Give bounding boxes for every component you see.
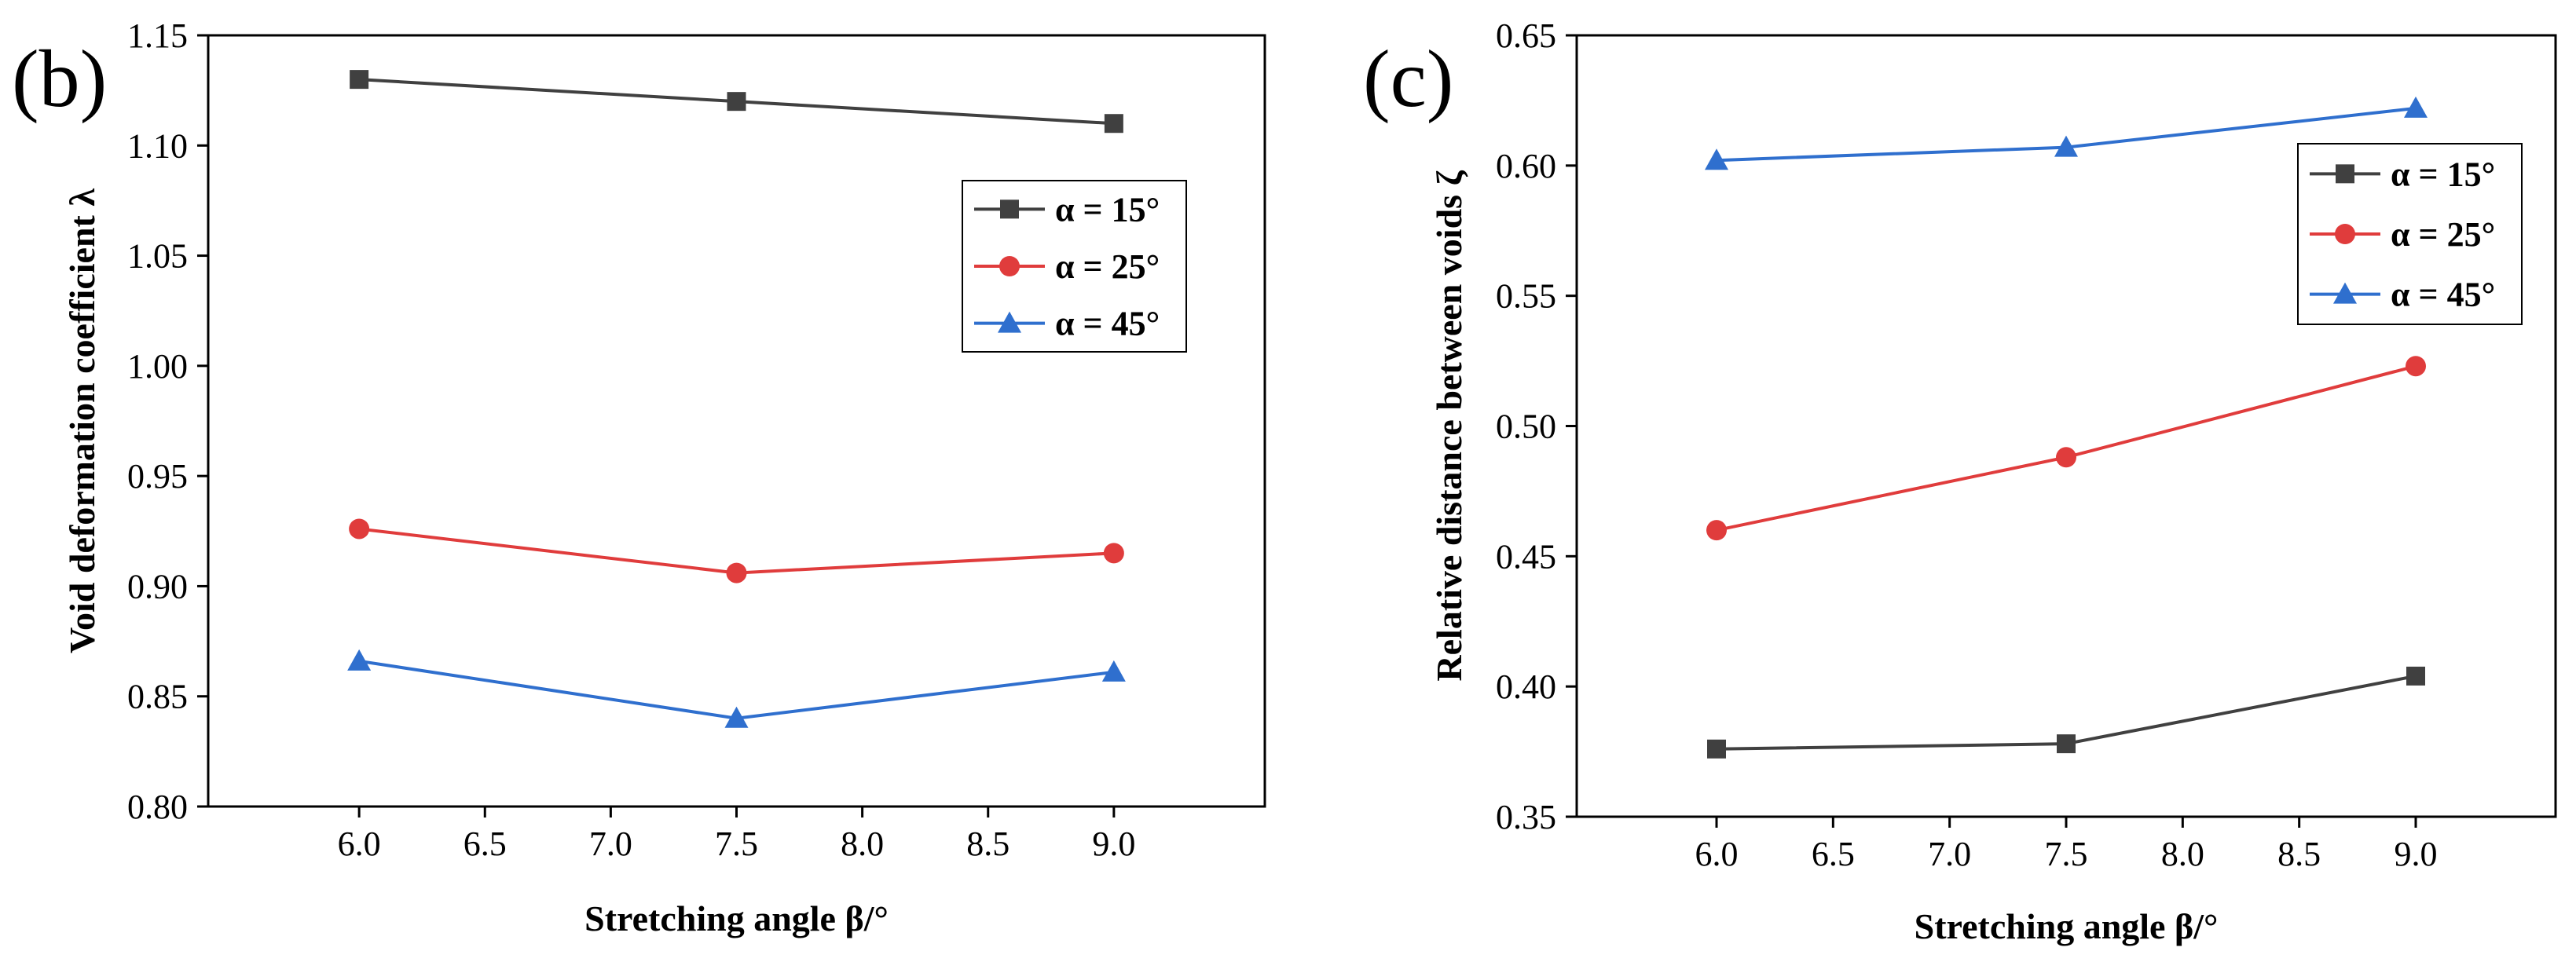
y-tick-label: 0.40 (1496, 668, 1556, 706)
legend-marker (2333, 282, 2357, 304)
panel-label: (b) (12, 34, 107, 124)
data-point (350, 70, 369, 90)
y-tick-label: 0.35 (1496, 798, 1556, 836)
x-tick-label: 8.0 (2161, 835, 2204, 873)
legend-marker (1000, 199, 1019, 219)
legend-marker (2335, 224, 2355, 244)
y-tick-label: 0.55 (1496, 277, 1556, 316)
legend-label: α = 45° (1055, 305, 1160, 343)
chart-panel-b: 6.0 6.5 7.0 7.5 8.0 8.5 9.0 0.80 0.85 0.90 0.95 1.0… (12, 16, 1266, 938)
legend-label: α = 15° (1055, 190, 1160, 229)
legend-label: α = 25° (1055, 247, 1160, 286)
data-point (2406, 666, 2425, 686)
y-tick-label: 0.90 (127, 567, 188, 605)
x-tick-label: 7.5 (715, 825, 758, 863)
data-point (724, 706, 749, 728)
x-tick-label: 8.0 (841, 825, 884, 863)
data-point (349, 518, 370, 540)
data-point (2057, 734, 2076, 754)
y-tick-label: 0.50 (1496, 408, 1556, 446)
data-point (1707, 739, 1726, 759)
y-tick-label: 0.45 (1496, 537, 1556, 576)
y-tick-label: 0.95 (127, 457, 188, 496)
x-tick-label: 9.0 (1092, 825, 1135, 863)
y-tick-label: 1.00 (127, 347, 188, 386)
legend-label: α = 25° (2391, 215, 2495, 254)
panel-label: (c) (1363, 34, 1453, 124)
y-axis-title: Void deformation coefficient λ (62, 188, 102, 653)
data-point (2056, 447, 2076, 468)
x-tick-label: 6.5 (464, 825, 507, 863)
data-point (1706, 520, 1727, 541)
y-tick-label: 0.65 (1496, 16, 1556, 55)
y-tick-label: 1.10 (127, 126, 188, 165)
data-point (726, 562, 747, 583)
data-point (1705, 148, 1728, 170)
data-point (347, 649, 372, 671)
chart-panel-c: 6.0 6.5 7.0 7.5 8.0 8.5 9.0 0.35 0.40 0.45 0.50 0.5… (1363, 16, 2557, 946)
x-tick-label: 6.0 (1695, 835, 1739, 873)
data-point (1103, 543, 1124, 564)
data-point (2406, 356, 2426, 377)
data-point (2054, 135, 2078, 157)
y-tick-label: 1.05 (127, 237, 188, 276)
x-axis-title: Stretching angle β/° (584, 898, 889, 938)
x-tick-label: 8.5 (2277, 835, 2321, 873)
legend-label: α = 15° (2391, 155, 2495, 193)
x-axis-title: Stretching angle β/° (1915, 906, 2219, 946)
data-point (1101, 660, 1126, 682)
data-point (2404, 96, 2428, 118)
data-point (727, 92, 746, 112)
x-tick-label: 6.0 (338, 825, 381, 863)
plot-frame (207, 34, 1266, 808)
legend-marker (2336, 164, 2354, 184)
y-tick-label: 0.80 (127, 788, 188, 826)
x-tick-label: 7.5 (2045, 835, 2088, 873)
y-tick-label: 0.85 (127, 678, 188, 716)
x-tick-label: 8.5 (966, 825, 1010, 863)
legend-label: α = 45° (2391, 276, 2495, 314)
y-axis-title: Relative distance between voids ζ (1429, 170, 1469, 681)
legend-marker (998, 311, 1021, 333)
x-tick-label: 6.5 (1812, 835, 1855, 873)
data-point (1104, 114, 1123, 134)
y-tick-label: 0.60 (1496, 147, 1556, 185)
x-tick-label: 7.0 (589, 825, 632, 863)
x-tick-label: 7.0 (1928, 835, 1971, 873)
legend-marker (999, 256, 1020, 276)
y-tick-label: 1.15 (127, 16, 188, 55)
x-tick-label: 9.0 (2395, 835, 2438, 873)
